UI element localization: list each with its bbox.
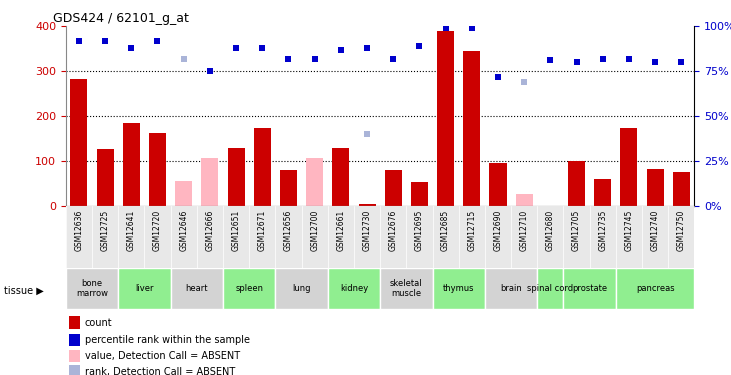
- Text: skeletal
muscle: skeletal muscle: [390, 279, 423, 298]
- Text: GSM12671: GSM12671: [258, 209, 267, 251]
- Bar: [537, 268, 564, 309]
- Bar: [647, 170, 664, 206]
- Text: prostate: prostate: [572, 284, 607, 293]
- Text: GSM12636: GSM12636: [75, 209, 83, 251]
- Bar: [437, 31, 454, 206]
- Bar: [515, 194, 533, 206]
- Text: GSM12646: GSM12646: [179, 209, 188, 251]
- Bar: [201, 158, 219, 206]
- Text: GSM12676: GSM12676: [389, 209, 398, 251]
- Bar: [69, 334, 80, 346]
- Bar: [433, 268, 485, 309]
- Text: GSM12656: GSM12656: [284, 209, 293, 251]
- Text: rank, Detection Call = ABSENT: rank, Detection Call = ABSENT: [85, 367, 235, 375]
- Bar: [254, 128, 270, 206]
- Text: GSM12705: GSM12705: [572, 209, 581, 251]
- Text: value, Detection Call = ABSENT: value, Detection Call = ABSENT: [85, 351, 240, 361]
- Bar: [227, 148, 245, 206]
- Bar: [69, 316, 80, 329]
- Text: GSM12685: GSM12685: [441, 209, 450, 251]
- Bar: [673, 172, 690, 206]
- Text: GSM12661: GSM12661: [336, 209, 345, 251]
- Text: GSM12720: GSM12720: [153, 209, 162, 251]
- Bar: [223, 268, 276, 309]
- Bar: [170, 268, 223, 309]
- Bar: [621, 128, 637, 206]
- Bar: [96, 149, 113, 206]
- Text: GSM12715: GSM12715: [467, 209, 477, 251]
- Bar: [149, 134, 166, 206]
- Text: GSM12740: GSM12740: [651, 209, 659, 251]
- Text: GSM12680: GSM12680: [546, 209, 555, 251]
- Bar: [616, 268, 694, 309]
- Bar: [490, 163, 507, 206]
- Text: heart: heart: [186, 284, 208, 293]
- Bar: [69, 365, 80, 375]
- Text: thymus: thymus: [443, 284, 474, 293]
- Bar: [385, 170, 402, 206]
- Text: GSM12710: GSM12710: [520, 209, 529, 251]
- Bar: [358, 204, 376, 206]
- Text: GSM12735: GSM12735: [598, 209, 607, 251]
- Bar: [69, 350, 80, 362]
- Text: brain: brain: [500, 284, 522, 293]
- Text: percentile rank within the sample: percentile rank within the sample: [85, 335, 250, 345]
- Text: GSM12750: GSM12750: [677, 209, 686, 251]
- Text: GSM12730: GSM12730: [363, 209, 371, 251]
- Text: GSM12745: GSM12745: [624, 209, 634, 251]
- Bar: [485, 268, 537, 309]
- Text: spinal cord: spinal cord: [527, 284, 573, 293]
- Bar: [306, 158, 323, 206]
- Text: GSM12695: GSM12695: [415, 209, 424, 251]
- Bar: [280, 170, 297, 206]
- Text: tissue ▶: tissue ▶: [4, 286, 43, 296]
- Bar: [327, 268, 380, 309]
- Text: liver: liver: [135, 284, 154, 293]
- Bar: [66, 268, 118, 309]
- Bar: [568, 161, 585, 206]
- Bar: [594, 179, 611, 206]
- Bar: [123, 123, 140, 206]
- Text: spleen: spleen: [235, 284, 263, 293]
- Bar: [564, 268, 616, 309]
- Bar: [118, 268, 170, 309]
- Text: kidney: kidney: [340, 284, 368, 293]
- Bar: [333, 148, 349, 206]
- Bar: [175, 181, 192, 206]
- Text: GSM12641: GSM12641: [126, 209, 136, 251]
- Bar: [380, 268, 433, 309]
- Bar: [276, 268, 327, 309]
- Text: GSM12651: GSM12651: [232, 209, 240, 251]
- Text: GSM12725: GSM12725: [101, 209, 110, 251]
- Bar: [411, 182, 428, 206]
- Text: count: count: [85, 318, 113, 328]
- Text: lung: lung: [292, 284, 311, 293]
- Text: pancreas: pancreas: [636, 284, 675, 293]
- Bar: [70, 79, 88, 206]
- Text: GDS424 / 62101_g_at: GDS424 / 62101_g_at: [53, 12, 189, 25]
- Text: GSM12690: GSM12690: [493, 209, 502, 251]
- Text: GSM12666: GSM12666: [205, 209, 214, 251]
- Text: GSM12700: GSM12700: [310, 209, 319, 251]
- Text: bone
marrow: bone marrow: [76, 279, 108, 298]
- Bar: [463, 51, 480, 206]
